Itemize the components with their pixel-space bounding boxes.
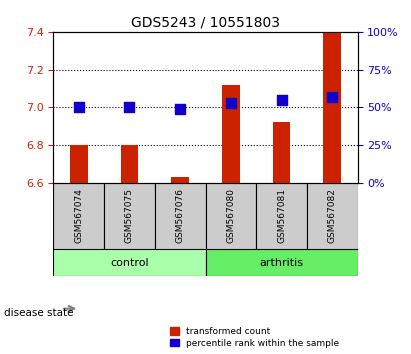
Bar	[323, 30, 341, 183]
Text: GSM567082: GSM567082	[328, 188, 337, 243]
Text: GSM567074: GSM567074	[74, 188, 83, 243]
Bar	[120, 145, 139, 183]
Text: disease state: disease state	[4, 308, 74, 318]
FancyBboxPatch shape	[53, 249, 206, 276]
FancyBboxPatch shape	[206, 183, 256, 249]
Point	[76, 104, 82, 110]
Text: GSM567081: GSM567081	[277, 188, 286, 243]
FancyBboxPatch shape	[155, 183, 206, 249]
Bar	[222, 85, 240, 183]
Text: arthritis: arthritis	[259, 258, 304, 268]
Text: control: control	[110, 258, 149, 268]
Point	[329, 94, 335, 99]
FancyBboxPatch shape	[256, 183, 307, 249]
FancyBboxPatch shape	[206, 249, 358, 276]
Point	[278, 97, 285, 103]
Text: GSM567080: GSM567080	[226, 188, 236, 243]
FancyBboxPatch shape	[307, 183, 358, 249]
Bar	[70, 145, 88, 183]
Text: GSM567076: GSM567076	[175, 188, 185, 243]
FancyBboxPatch shape	[53, 183, 104, 249]
Text: GSM567075: GSM567075	[125, 188, 134, 243]
Bar	[272, 122, 291, 183]
FancyBboxPatch shape	[104, 183, 155, 249]
Title: GDS5243 / 10551803: GDS5243 / 10551803	[131, 15, 280, 29]
Bar	[171, 177, 189, 183]
Point	[177, 106, 183, 112]
Point	[126, 104, 133, 110]
Legend: transformed count, percentile rank within the sample: transformed count, percentile rank withi…	[169, 325, 341, 349]
Point	[228, 100, 234, 105]
